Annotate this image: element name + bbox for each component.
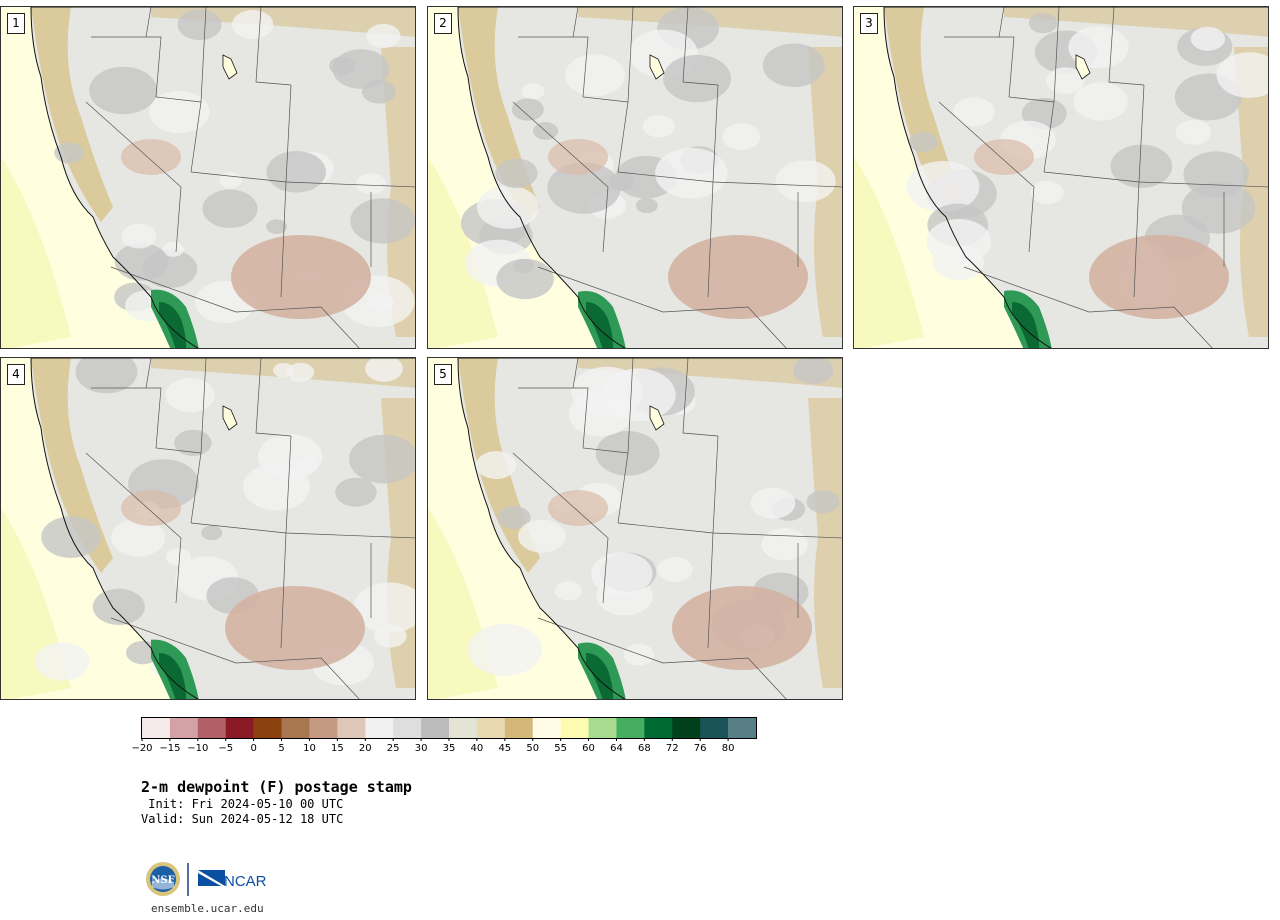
colorbar-swatch (644, 718, 673, 738)
colorbar-tick-label: 55 (554, 743, 567, 754)
colorbar-tick-label: 15 (330, 743, 344, 754)
colorbar-tick-label: 76 (693, 743, 707, 754)
colorbar-swatch (588, 718, 617, 738)
colorbar-swatch (253, 718, 282, 738)
colorbar-swatch (728, 718, 757, 738)
colorbar-swatch (560, 718, 589, 738)
colorbar-swatch (225, 718, 254, 738)
colorbar-swatch (169, 718, 199, 738)
panel-number: 1 (7, 13, 25, 34)
colorbar-swatch (616, 718, 645, 738)
dewpoint-map (1, 358, 415, 699)
colorbar-tick-label: 20 (358, 743, 372, 754)
colorbar-tick-label: 40 (470, 743, 484, 754)
map-panel-4: 4 (0, 357, 416, 700)
colorbar-swatch (142, 718, 171, 738)
colorbar-swatch (309, 718, 338, 738)
panel-number: 2 (434, 13, 452, 34)
colorbar-swatch (365, 718, 394, 738)
panel-number: 3 (860, 13, 878, 34)
svg-text:NCAR: NCAR (224, 873, 267, 890)
colorbar-tick-label: 30 (414, 743, 428, 754)
colorbar-swatch (449, 718, 478, 738)
colorbar-tick-label: 0 (250, 743, 257, 754)
dewpoint-map (854, 7, 1268, 348)
dewpoint-map (428, 358, 842, 699)
colorbar-swatch (281, 718, 310, 738)
colorbar-tick-label: 25 (386, 743, 400, 754)
colorbar-swatch (421, 718, 450, 738)
colorbar-tick-label: 60 (582, 743, 595, 754)
svg-text:NSF: NSF (151, 875, 174, 886)
panel-number: 5 (434, 364, 452, 385)
colorbar-swatch (476, 718, 506, 738)
nsf-logo-icon: NSF (146, 862, 180, 896)
dewpoint-map (1, 7, 415, 348)
map-panel-2: 2 (427, 6, 843, 349)
init-time: Init: Fri 2024-05-10 00 UTC (141, 797, 344, 811)
colorbar-swatch (393, 718, 422, 738)
colorbar-tick-label: 10 (303, 743, 316, 754)
map-panel-5: 5 (427, 357, 843, 700)
colorbar-swatch (337, 718, 366, 738)
colorbar-tick-label: 64 (610, 743, 623, 754)
colorbar-swatch (700, 718, 729, 738)
colorbar-tick-label: −15 (159, 743, 181, 754)
plot-title: 2-m dewpoint (F) postage stamp (141, 778, 412, 796)
map-panel-1: 1 (0, 6, 416, 349)
colorbar-swatch (672, 718, 701, 738)
colorbar-tick-label: 50 (526, 743, 540, 754)
site-url[interactable]: ensemble.ucar.edu (151, 902, 264, 915)
colorbar-tick-label: 45 (498, 743, 512, 754)
colorbar-swatch (197, 718, 227, 738)
colorbar-tick-label: 35 (442, 743, 456, 754)
valid-time: Valid: Sun 2024-05-12 18 UTC (141, 812, 344, 826)
colorbar-tick-label: 68 (637, 743, 651, 754)
colorbar-tick-label: 5 (278, 743, 285, 754)
colorbar-tick-label: 80 (721, 743, 735, 754)
colorbar-swatch (532, 718, 561, 738)
panel-number: 4 (7, 364, 25, 385)
colorbar (141, 717, 757, 741)
colorbar-tick-label: −20 (131, 743, 153, 754)
colorbar-tick-label: −10 (187, 743, 209, 754)
colorbar-tick-label: −5 (218, 743, 234, 754)
ncar-logo-icon: NCAR (198, 870, 267, 890)
colorbar-swatch (504, 718, 534, 738)
nsf-ncar-logo: NSF NCAR (146, 862, 267, 896)
colorbar-tick-label: 72 (665, 743, 679, 754)
map-panel-3: 3 (853, 6, 1269, 349)
dewpoint-map (428, 7, 842, 348)
